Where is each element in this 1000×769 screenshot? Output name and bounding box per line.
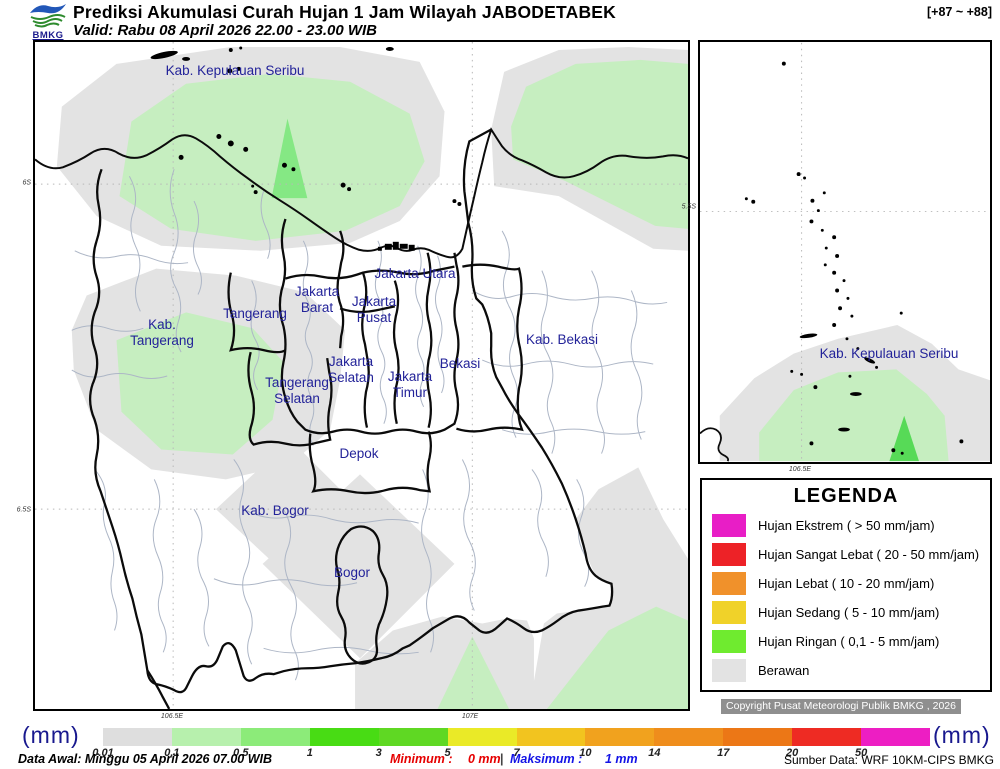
colorbar: 0.01 0.1 0.5 1 3 5 7 10 14 17 20 50 bbox=[92, 728, 931, 768]
colorbar-segment bbox=[171, 728, 241, 746]
data-awal-text: Data Awal: Minggu 05 April 2026 07.00 WI… bbox=[18, 752, 273, 766]
legend-color-swatch bbox=[712, 572, 746, 595]
axis-tick-label: 5.5S bbox=[681, 203, 696, 211]
region-label: Kab. Kepulauan Seribu bbox=[165, 63, 305, 78]
colorbar-segments bbox=[103, 728, 931, 746]
minimum-label: Minimum : bbox=[390, 752, 453, 766]
main-map-canvas bbox=[34, 42, 689, 710]
colorbar-tick-label: 14 bbox=[648, 747, 661, 759]
maksimum-value: 1 mm bbox=[605, 752, 638, 766]
bmkg-logo-text: BMKG bbox=[32, 30, 64, 41]
colorbar-segment bbox=[585, 728, 655, 746]
colorbar-tick-label: 0.1 bbox=[164, 747, 180, 759]
colorbar-tick-label: 3 bbox=[375, 747, 382, 759]
bmkg-logo: BMKG bbox=[26, 1, 70, 41]
axis-tick-label: 6S bbox=[22, 179, 31, 187]
region-label: Jakarta Selatan bbox=[328, 354, 374, 385]
region-label: Tangerang bbox=[223, 306, 287, 321]
colorbar-segment bbox=[861, 728, 931, 746]
legend-color-swatch bbox=[712, 601, 746, 624]
legend-color-swatch bbox=[712, 514, 746, 537]
legend-item-label: Hujan Sedang ( 5 - 10 mm/jam) bbox=[758, 605, 940, 620]
inset-map: Kab. Kepulauan Seribu bbox=[698, 40, 992, 464]
colorbar-segment bbox=[103, 728, 172, 746]
colorbar-segment bbox=[378, 728, 448, 746]
colorbar-tick-label: 17 bbox=[717, 747, 730, 759]
region-label: Kab. Bogor bbox=[241, 503, 309, 518]
district-boundaries bbox=[71, 169, 668, 681]
axis-tick-label: 106.5E bbox=[788, 466, 812, 473]
sumber-data-text: Sumber Data: WRF 10KM-CIPS BMKG bbox=[783, 753, 994, 767]
colorbar-tick-label: 50 bbox=[854, 747, 868, 759]
colorbar-segment bbox=[447, 728, 517, 746]
forecast-hour-range: [+87 ~ +88] bbox=[927, 5, 992, 19]
copyright-bar: Copyright Pusat Meteorologi Publik BMKG … bbox=[721, 699, 961, 714]
region-label: Jakarta Utara bbox=[374, 266, 456, 281]
region-label: Bogor bbox=[333, 565, 371, 580]
main-map: Kab. Kepulauan Seribu Tangerang Jakarta Ba… bbox=[33, 40, 690, 711]
admin-boundaries bbox=[88, 128, 614, 710]
inset-islands bbox=[744, 61, 964, 455]
legend-color-swatch bbox=[712, 630, 746, 653]
region-label: Kab. Kepulauan Seribu bbox=[819, 346, 959, 361]
axis-tick-label: 106.5E bbox=[160, 713, 184, 720]
axis-tick-label: 107E bbox=[461, 713, 479, 720]
legend-item: Hujan Sangat Lebat ( 20 - 50 mm/jam) bbox=[712, 543, 984, 566]
legend-item: Berawan bbox=[712, 659, 984, 682]
coastline bbox=[34, 127, 689, 259]
page-title: Prediksi Akumulasi Curah Hujan 1 Jam Wil… bbox=[73, 2, 616, 22]
region-label: Jakarta Barat bbox=[294, 284, 340, 315]
axis-tick-label: 6.5S bbox=[16, 506, 31, 514]
colorbar-segment bbox=[654, 728, 724, 746]
colorbar-segment bbox=[309, 728, 379, 746]
islands bbox=[150, 46, 462, 251]
legend-title: LEGENDA bbox=[793, 485, 899, 507]
inset-coastline bbox=[699, 427, 729, 462]
legend-item-label: Hujan Ekstrem ( > 50 mm/jam) bbox=[758, 518, 935, 533]
graticule bbox=[35, 42, 688, 709]
inset-graticule bbox=[700, 42, 990, 462]
colorbar-unit-right: (mm) bbox=[933, 722, 991, 748]
legend-item: Hujan Lebat ( 10 - 20 mm/jam) bbox=[712, 572, 984, 595]
colorbar-tick-label: 7 bbox=[513, 747, 520, 759]
bmkg-logo-icon bbox=[30, 4, 66, 28]
region-label: Kab. Bekasi bbox=[525, 332, 599, 347]
legend-item-label: Hujan Lebat ( 10 - 20 mm/jam) bbox=[758, 576, 935, 591]
colorbar-tick-label: 0.01 bbox=[92, 747, 114, 759]
colorbar-unit-left: (mm) bbox=[22, 722, 80, 748]
colorbar-tick-label: 20 bbox=[786, 747, 799, 759]
colorbar-segment bbox=[792, 728, 862, 746]
region-label: Bekasi bbox=[439, 356, 481, 371]
region-label: Kab. Tangerang bbox=[130, 317, 194, 348]
legend-color-swatch bbox=[712, 543, 746, 566]
region-label: Jakarta Timur bbox=[387, 369, 433, 400]
legend-item: Hujan Sedang ( 5 - 10 mm/jam) bbox=[712, 601, 984, 624]
region-label: Jakarta Pusat bbox=[351, 294, 397, 325]
valid-datetime: Valid: Rabu 08 April 2026 22.00 - 23.00 … bbox=[73, 22, 378, 39]
minmax-separator: | bbox=[500, 752, 504, 766]
inset-map-canvas bbox=[699, 42, 990, 462]
legend-item-label: Hujan Sangat Lebat ( 20 - 50 mm/jam) bbox=[758, 547, 980, 562]
legend-item-label: Berawan bbox=[758, 663, 810, 678]
colorbar-segment bbox=[723, 728, 793, 746]
legend-item: Hujan Ekstrem ( > 50 mm/jam) bbox=[712, 514, 984, 537]
colorbar-tick-label: 5 bbox=[444, 747, 451, 759]
maksimum-label: Maksimum : bbox=[510, 752, 583, 766]
legend-color-swatch bbox=[712, 659, 746, 682]
region-label: Depok bbox=[339, 446, 379, 461]
colorbar-segment bbox=[516, 728, 586, 746]
colorbar-tick-label: 0.5 bbox=[233, 747, 249, 759]
region-label: Tangerang Selatan bbox=[265, 375, 329, 406]
colorbar-tick-label: 10 bbox=[579, 747, 592, 759]
colorbar-tick-label: 1 bbox=[306, 747, 313, 759]
legend-box: LEGENDA Hujan Ekstrem ( > 50 mm/jam) Huja… bbox=[700, 478, 992, 692]
legend-item: Hujan Ringan ( 0,1 - 5 mm/jam) bbox=[712, 630, 984, 653]
minimum-value: 0 mm bbox=[468, 752, 501, 766]
colorbar-segment bbox=[240, 728, 310, 746]
legend-item-label: Hujan Ringan ( 0,1 - 5 mm/jam) bbox=[758, 634, 940, 649]
